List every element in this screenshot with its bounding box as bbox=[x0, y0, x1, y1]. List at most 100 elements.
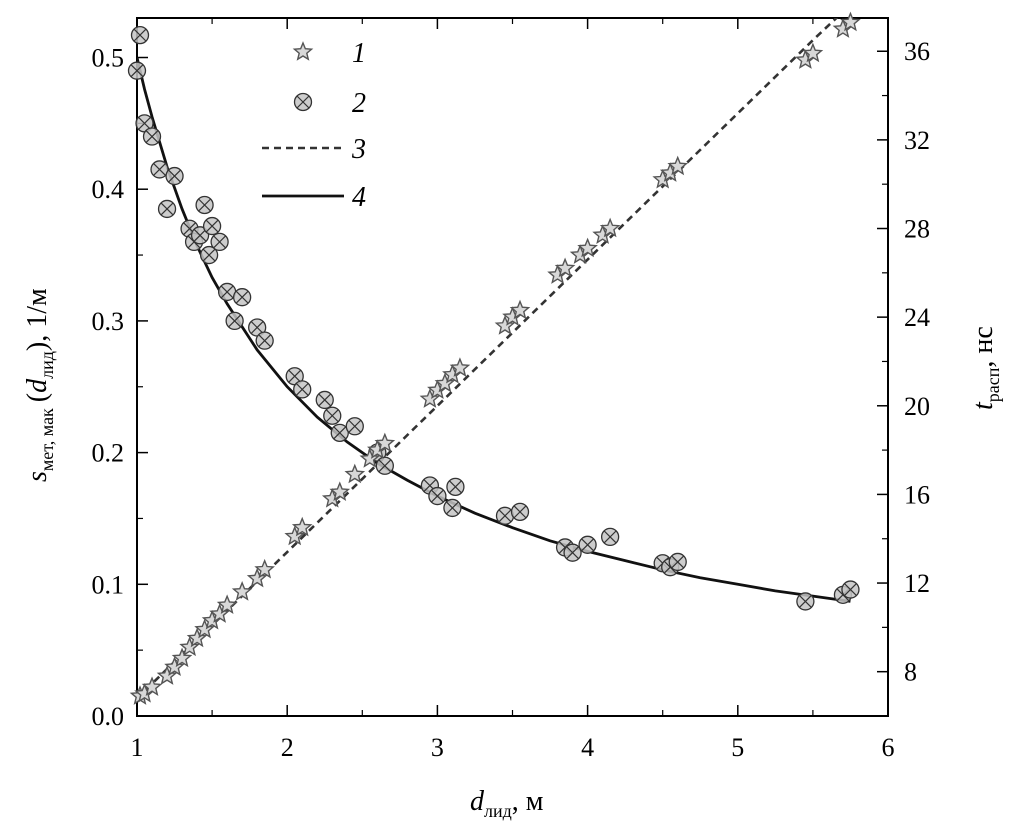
left-y-axis-title-paren-main: d bbox=[22, 378, 53, 393]
series-1-point bbox=[599, 217, 621, 238]
series-2-point bbox=[142, 127, 162, 146]
y-right-tick-label: 20 bbox=[904, 392, 930, 421]
series-2-point bbox=[428, 486, 447, 506]
series-2-point bbox=[199, 245, 219, 265]
legend-marker-star bbox=[292, 41, 314, 61]
series-2-point bbox=[510, 502, 530, 522]
series-1-point bbox=[246, 567, 268, 588]
series-2-point bbox=[375, 456, 394, 475]
y-right-tick-label: 36 bbox=[904, 37, 930, 66]
x-tick-label: 3 bbox=[431, 733, 444, 762]
y-left-tick-label: 0.0 bbox=[92, 702, 125, 731]
series-2-point bbox=[165, 166, 184, 186]
series-2-point bbox=[127, 61, 147, 80]
series-1-point bbox=[554, 257, 576, 278]
series-1-point bbox=[329, 481, 351, 501]
y-left-tick-label: 0.1 bbox=[92, 570, 125, 599]
legend-label: 2 bbox=[352, 88, 366, 119]
series-2-point bbox=[668, 552, 687, 572]
legend-label: 1 bbox=[352, 38, 366, 69]
y-right-tick-label: 8 bbox=[904, 658, 917, 687]
left-y-axis-title: sмет, мак (dлид), 1/м bbox=[22, 288, 57, 482]
series-1-point bbox=[254, 558, 275, 579]
left-y-axis: 0.0 0.1 0.2 0.3 0.4 0.5 bbox=[92, 44, 148, 731]
y-left-tick-label: 0.3 bbox=[92, 307, 125, 336]
left-y-axis-title-open-paren: ( bbox=[22, 393, 53, 402]
series-2-point bbox=[563, 543, 582, 562]
series-2-point bbox=[315, 390, 334, 410]
series-2-markers bbox=[127, 25, 860, 611]
y-right-tick-label: 12 bbox=[904, 569, 930, 598]
series-1-point bbox=[494, 315, 516, 335]
series-2-point bbox=[443, 498, 462, 518]
series-1-point bbox=[359, 448, 381, 468]
series-2-point bbox=[130, 25, 150, 45]
series-1-point bbox=[449, 357, 471, 377]
series-1-point bbox=[802, 42, 824, 63]
legend-label: 4 bbox=[352, 182, 366, 213]
series-1-point bbox=[577, 237, 598, 258]
legend: 1 2 3 4 bbox=[262, 38, 366, 213]
series-1-point bbox=[216, 594, 238, 614]
x-axis: 1 2 3 4 5 6 bbox=[131, 18, 895, 762]
series-2-point bbox=[345, 417, 364, 436]
series-1-point bbox=[186, 627, 208, 648]
series-4-line bbox=[137, 57, 851, 603]
x-axis-title-unit: , м bbox=[512, 786, 544, 817]
series-1-point bbox=[374, 432, 396, 453]
left-y-axis-title-unit: ), 1/м bbox=[22, 288, 53, 351]
series-2-point bbox=[157, 199, 177, 219]
y-left-tick-label: 0.2 bbox=[92, 439, 125, 468]
series-1-point bbox=[284, 525, 306, 546]
series-1-point bbox=[509, 299, 531, 320]
series-2-point bbox=[255, 331, 274, 350]
right-y-axis: 8 12 16 20 24 28 32 36 bbox=[877, 37, 930, 717]
right-y-axis-title-sub: расп bbox=[983, 367, 1003, 402]
series-1-point bbox=[164, 656, 185, 677]
series-2-point bbox=[446, 477, 465, 496]
series-2-point bbox=[323, 406, 342, 425]
series-2-point bbox=[202, 216, 222, 236]
legend-marker-crossed-circle bbox=[293, 92, 313, 112]
plot-area bbox=[136, 17, 889, 717]
series-1-point bbox=[291, 516, 313, 537]
left-y-axis-title-sub: мет, мак bbox=[37, 408, 57, 471]
series-2-point bbox=[195, 195, 214, 215]
series-layer bbox=[127, 11, 861, 705]
y-right-tick-label: 32 bbox=[904, 126, 930, 155]
series-2-point bbox=[600, 527, 620, 547]
right-y-axis-title: tрасп, нс bbox=[968, 326, 1003, 410]
series-1-point bbox=[141, 676, 163, 696]
x-axis-title-main: d bbox=[470, 786, 485, 817]
x-tick-label: 2 bbox=[281, 733, 294, 762]
y-left-tick-label: 0.5 bbox=[92, 44, 125, 73]
series-1-point bbox=[667, 155, 689, 176]
series-2-point bbox=[135, 114, 154, 133]
series-1-point bbox=[179, 636, 200, 657]
series-1-point bbox=[419, 388, 441, 408]
left-y-axis-title-paren-sub: лид bbox=[37, 351, 57, 379]
x-axis-title: dлид, м bbox=[470, 786, 544, 821]
series-2-point bbox=[330, 423, 349, 442]
series-1-point bbox=[194, 618, 215, 639]
y-left-tick-label: 0.4 bbox=[92, 175, 125, 204]
y-right-tick-label: 24 bbox=[904, 303, 930, 332]
plot-border bbox=[136, 17, 889, 717]
series-2-point bbox=[578, 535, 597, 554]
series-1-point bbox=[840, 11, 861, 32]
y-right-tick-label: 16 bbox=[904, 480, 930, 509]
series-2-point bbox=[210, 232, 229, 252]
series-1-point bbox=[171, 647, 193, 668]
series-1-point bbox=[209, 603, 230, 623]
series-1-point bbox=[344, 463, 366, 484]
x-axis-title-sub: лид bbox=[484, 801, 512, 821]
series-2-point bbox=[841, 580, 860, 599]
right-y-axis-title-unit: , нс bbox=[968, 326, 999, 367]
series-2-point bbox=[232, 288, 252, 307]
right-y-axis-title-main: t bbox=[968, 401, 999, 410]
legend-label: 3 bbox=[351, 134, 366, 165]
series-2-point bbox=[150, 160, 169, 179]
series-1-point bbox=[156, 665, 178, 685]
x-tick-label: 4 bbox=[581, 733, 594, 762]
